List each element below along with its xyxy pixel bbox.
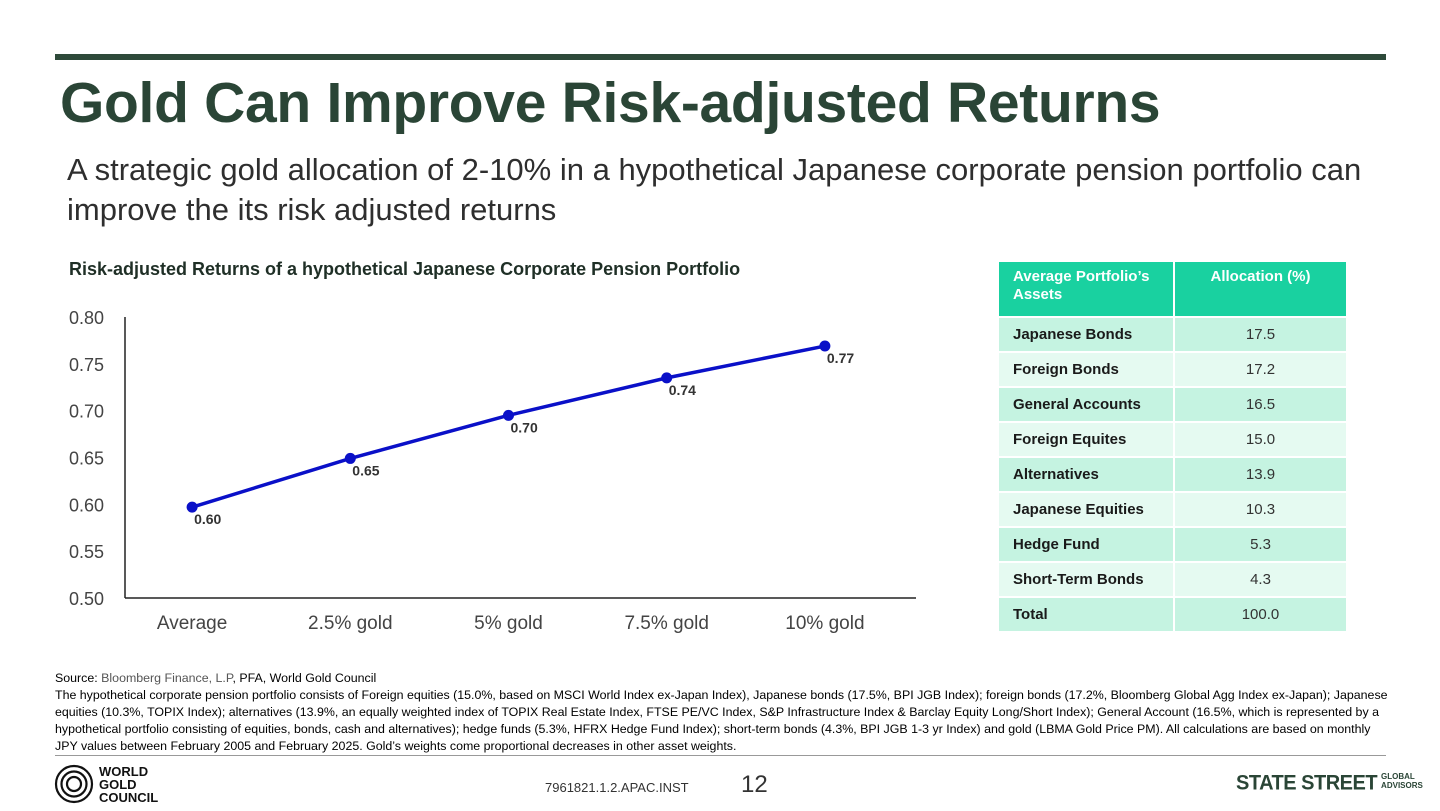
wgc-rings-icon: [54, 764, 94, 804]
table-header-row: Average Portfolio’s Assets Allocation (%…: [999, 262, 1346, 316]
source-line: Source: Bloomberg Finance, L.P, PFA, Wor…: [55, 670, 1390, 687]
y-tick-label: 0.60: [69, 495, 104, 515]
data-point: [344, 452, 356, 464]
wgc-logo-line: GOLD: [99, 777, 137, 792]
table-row: Hedge Fund 5.3: [999, 528, 1346, 561]
table-row: Foreign Bonds 17.2: [999, 353, 1346, 386]
page-subtitle: A strategic gold allocation of 2-10% in …: [67, 152, 1362, 227]
x-tick-label: Average: [157, 613, 227, 634]
allocation-value: 5.3: [1175, 528, 1346, 561]
table-row: Foreign Equites 15.0: [999, 423, 1346, 456]
data-label: 0.74: [669, 382, 696, 398]
line-chart: 0.80 0.75 0.70 0.65 0.60 0.55 0.50 Average 2.5% …: [69, 308, 916, 634]
methodology-note: The hypothetical corporate pension portf…: [55, 688, 1388, 753]
asset-name: Japanese Equities: [999, 493, 1173, 526]
document-code: 7961821.1.2.APAC.INST: [545, 780, 689, 795]
chart-title: Risk-adjusted Returns of a hypothetical …: [69, 259, 741, 279]
asset-name: General Accounts: [999, 388, 1173, 421]
allocation-value: 100.0: [1175, 598, 1346, 631]
allocation-value: 10.3: [1175, 493, 1346, 526]
ssga-logo-line: ADVISORS: [1381, 781, 1423, 790]
wgc-logo-text: WORLD GOLD COUNCIL: [99, 765, 158, 804]
top-rule: [55, 54, 1386, 60]
x-tick-label: 5% gold: [474, 613, 543, 634]
asset-name: Alternatives: [999, 458, 1173, 491]
allocation-value: 17.5: [1175, 318, 1346, 351]
y-tick-label: 0.75: [69, 355, 104, 375]
data-point: [819, 340, 831, 352]
asset-name: Total: [999, 598, 1173, 631]
asset-name: Foreign Equites: [999, 423, 1173, 456]
ssga-logo-line: GLOBAL: [1381, 772, 1415, 781]
y-tick-label: 0.50: [69, 589, 104, 609]
table-row-total: Total 100.0: [999, 598, 1346, 631]
y-tick-label: 0.70: [69, 402, 104, 422]
data-point: [661, 372, 673, 384]
header-assets: Average Portfolio’s Assets: [999, 262, 1173, 316]
data-point: [503, 409, 514, 421]
table-row: Alternatives 13.9: [999, 458, 1346, 491]
data-point: [186, 501, 198, 513]
data-label: 0.77: [827, 350, 854, 366]
allocation-value: 4.3: [1175, 563, 1346, 596]
asset-name: Foreign Bonds: [999, 353, 1173, 386]
data-label: 0.65: [352, 462, 379, 478]
table-row: General Accounts 16.5: [999, 388, 1346, 421]
ssga-logo-main: STATE STREET: [1236, 771, 1378, 795]
allocation-value: 16.5: [1175, 388, 1346, 421]
x-tick-label: 7.5% gold: [624, 613, 709, 634]
bottom-rule: [55, 755, 1386, 756]
wgc-logo-line: WORLD: [99, 764, 149, 779]
data-label: 0.70: [511, 419, 538, 435]
state-street-logo: STATE STREET GLOBAL ADVISORS: [1236, 771, 1423, 795]
table-row: Japanese Equities 10.3: [999, 493, 1346, 526]
allocation-value: 15.0: [1175, 423, 1346, 456]
source-notes: Source: Bloomberg Finance, L.P, PFA, Wor…: [55, 670, 1390, 755]
x-tick-label: 10% gold: [785, 613, 864, 634]
y-tick-label: 0.65: [69, 449, 104, 469]
page-number: 12: [741, 771, 768, 798]
asset-name: Japanese Bonds: [999, 318, 1173, 351]
table-row: Japanese Bonds 17.5: [999, 318, 1346, 351]
x-tick-label: 2.5% gold: [308, 613, 393, 634]
header-allocation: Allocation (%): [1175, 262, 1346, 316]
y-tick-label: 0.55: [69, 542, 104, 562]
allocation-value: 17.2: [1175, 353, 1346, 386]
world-gold-council-logo: WORLD GOLD COUNCIL: [54, 762, 174, 806]
asset-name: Short-Term Bonds: [999, 563, 1173, 596]
source-label: Source:: [55, 671, 98, 685]
allocation-table: Average Portfolio’s Assets Allocation (%…: [997, 260, 1348, 633]
table-row: Short-Term Bonds 4.3: [999, 563, 1346, 596]
ssga-logo-small: GLOBAL ADVISORS: [1381, 772, 1423, 790]
y-tick-label: 0.80: [69, 308, 104, 328]
source-rest: , PFA, World Gold Council: [232, 671, 377, 685]
allocation-value: 13.9: [1175, 458, 1346, 491]
page-title: Gold Can Improve Risk-adjusted Returns: [60, 71, 1161, 135]
series-line: [191, 344, 826, 509]
wgc-logo-line: COUNCIL: [99, 790, 159, 805]
asset-name: Hedge Fund: [999, 528, 1173, 561]
source-bloomberg: Bloomberg Finance, L.P: [101, 671, 233, 685]
data-label: 0.60: [194, 511, 221, 527]
